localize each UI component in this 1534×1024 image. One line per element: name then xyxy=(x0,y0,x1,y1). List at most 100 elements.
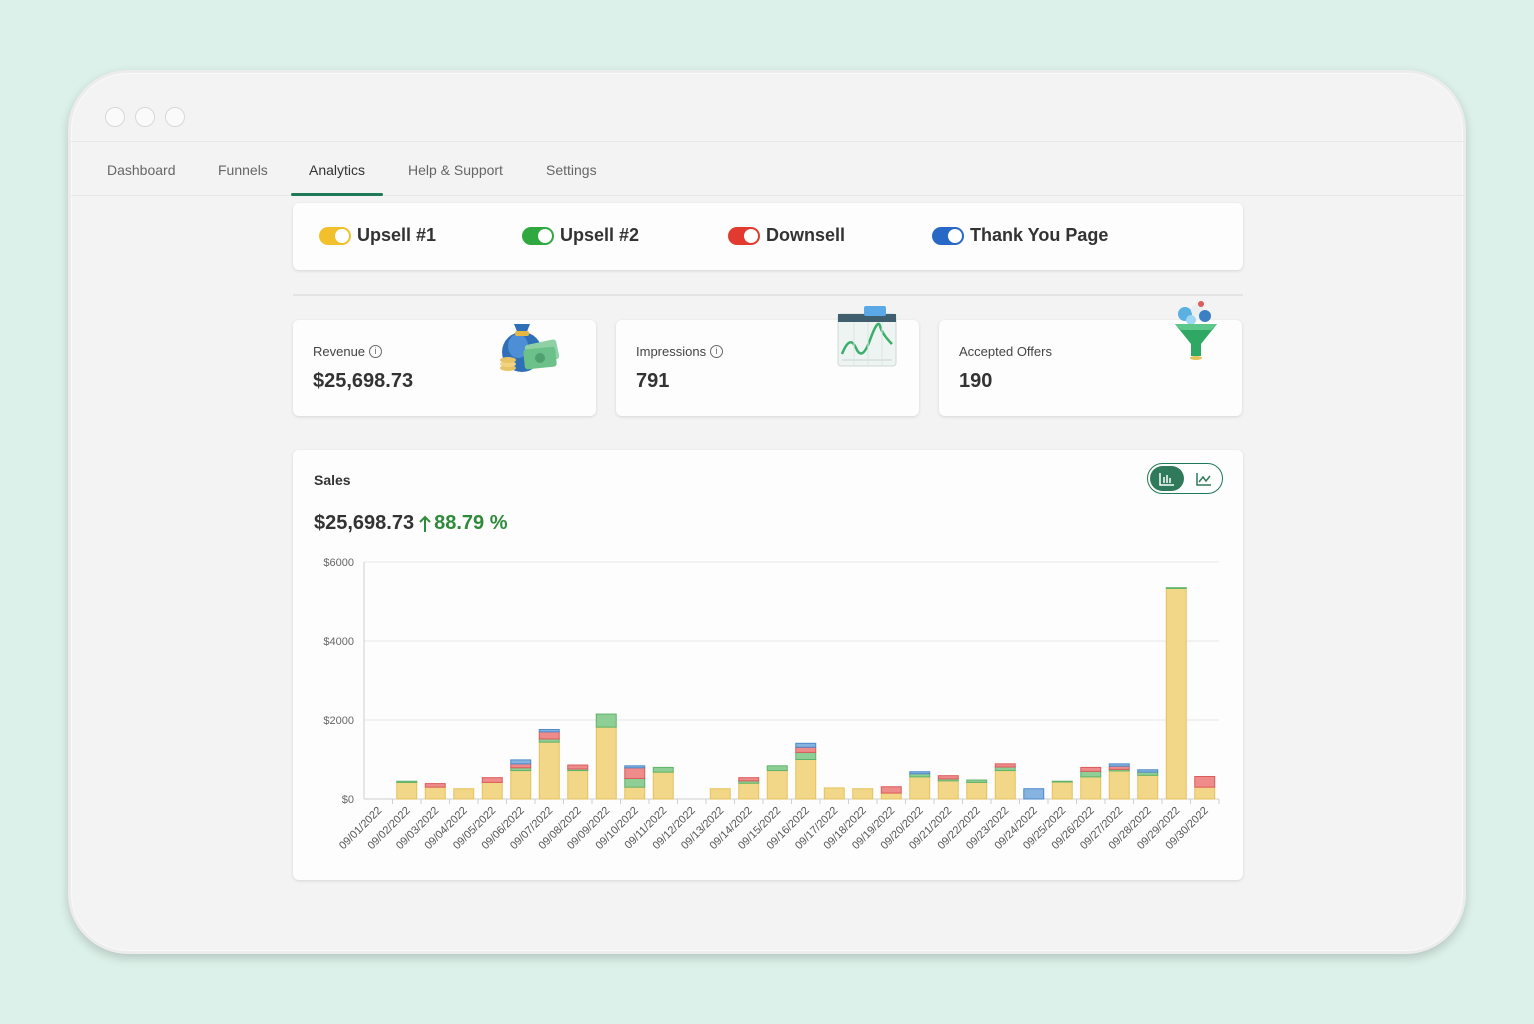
sales-bar-chart: $0$2000$4000$600009/01/202209/02/202209/… xyxy=(323,557,1220,852)
bar-segment[interactable] xyxy=(1165,587,1187,589)
bar-segment[interactable] xyxy=(1194,775,1216,788)
bar-segment[interactable] xyxy=(510,770,532,800)
tab-dashboard[interactable]: Dashboard xyxy=(107,162,176,178)
window-controls xyxy=(105,107,185,127)
bar-segment[interactable] xyxy=(624,786,646,800)
y-tick-label: $0 xyxy=(342,794,354,806)
bar-segment[interactable] xyxy=(709,788,731,800)
section-divider xyxy=(293,294,1243,296)
bar-segment[interactable] xyxy=(795,751,817,761)
sales-card: Sales $25,698.73 88.79 % xyxy=(293,450,1243,880)
bar-segment[interactable] xyxy=(1108,770,1130,800)
toggle-upsell-1[interactable]: Upsell #1 xyxy=(319,225,436,246)
bar-segment[interactable] xyxy=(652,766,674,773)
money-bag-icon xyxy=(500,324,560,372)
bar-segment[interactable] xyxy=(823,787,845,800)
bar-segment[interactable] xyxy=(994,766,1016,772)
bar-segment[interactable] xyxy=(880,792,902,800)
toggle-downsell[interactable]: Downsell xyxy=(728,225,845,246)
toggle-switch-icon[interactable] xyxy=(728,226,760,245)
bar-segment[interactable] xyxy=(624,765,646,769)
bar-segment[interactable] xyxy=(795,742,817,748)
active-tab-indicator xyxy=(291,193,383,196)
bar-segment[interactable] xyxy=(538,741,560,800)
bar-segment[interactable] xyxy=(424,786,446,800)
bar-segment[interactable] xyxy=(966,781,988,800)
tab-analytics[interactable]: Analytics xyxy=(309,162,366,178)
bar-segment[interactable] xyxy=(738,782,760,800)
bar-segment[interactable] xyxy=(994,763,1016,768)
bar-segment[interactable] xyxy=(424,783,446,788)
bar-segment[interactable] xyxy=(1080,770,1102,778)
bar-segment[interactable] xyxy=(510,759,532,765)
bar-segment[interactable] xyxy=(538,731,560,740)
bar-segment[interactable] xyxy=(481,777,503,783)
bar-segment[interactable] xyxy=(595,713,617,728)
bar-segment[interactable] xyxy=(1023,788,1045,800)
toggle-switch-icon[interactable] xyxy=(319,226,351,245)
toggle-switch-icon[interactable] xyxy=(932,226,964,245)
revenue-value: $25,698.73 xyxy=(313,370,414,392)
bar-segment[interactable] xyxy=(880,786,902,794)
bar-chart-icon xyxy=(1159,472,1174,486)
line-chart-board-icon xyxy=(837,306,897,367)
bar-segment[interactable] xyxy=(1080,766,1102,772)
bar-segment[interactable] xyxy=(1108,763,1130,767)
bar-segment[interactable] xyxy=(567,770,589,800)
bar-segment[interactable] xyxy=(453,788,475,800)
bar-segment[interactable] xyxy=(937,780,959,800)
toggle-upsell-2[interactable]: Upsell #2 xyxy=(522,225,639,246)
info-icon[interactable]: i xyxy=(369,345,383,358)
bar-segment[interactable] xyxy=(937,775,959,780)
bar-segment[interactable] xyxy=(1137,774,1159,800)
bar-segment[interactable] xyxy=(481,781,503,800)
bar-segment[interactable] xyxy=(396,781,418,800)
tab-funnels[interactable]: Funnels xyxy=(218,162,268,178)
bar-segment[interactable] xyxy=(966,779,988,783)
bar-segment[interactable] xyxy=(510,763,532,769)
y-tick-label: $2000 xyxy=(323,715,354,727)
top-nav: Dashboard Funnels Analytics Help & Suppo… xyxy=(71,141,1463,196)
tab-help-support[interactable]: Help & Support xyxy=(408,162,503,178)
bar-segment[interactable] xyxy=(738,777,760,782)
line-chart-icon xyxy=(1196,472,1211,486)
bar-segment[interactable] xyxy=(795,746,817,753)
info-icon[interactable]: i xyxy=(710,345,724,358)
funnel-icon xyxy=(1175,301,1217,360)
bar-segment[interactable] xyxy=(1165,587,1187,800)
revenue-card: Revenue i $25,698.73 xyxy=(293,320,596,416)
bar-segment[interactable] xyxy=(538,728,560,733)
revenue-label: Revenue xyxy=(313,344,366,359)
window-close-button[interactable] xyxy=(105,107,125,127)
window-zoom-button[interactable] xyxy=(165,107,185,127)
bar-segment[interactable] xyxy=(909,776,931,800)
bar-segment[interactable] xyxy=(624,767,646,779)
bar-segment[interactable] xyxy=(994,770,1016,800)
line-chart-view-button[interactable] xyxy=(1188,466,1220,491)
chart-view-toggle[interactable] xyxy=(1147,463,1223,494)
accepted-offers-value: 190 xyxy=(959,370,993,392)
bar-segment[interactable] xyxy=(567,764,589,770)
tab-settings[interactable]: Settings xyxy=(546,162,597,178)
app-window: Dashboard Funnels Analytics Help & Suppo… xyxy=(68,70,1466,954)
bar-segment[interactable] xyxy=(1137,769,1159,773)
toggle-thank-you-page[interactable]: Thank You Page xyxy=(932,225,1108,246)
bar-segment[interactable] xyxy=(909,771,931,775)
bar-segment[interactable] xyxy=(766,770,788,800)
bar-chart-view-button[interactable] xyxy=(1150,466,1184,491)
bar-segment[interactable] xyxy=(1051,781,1073,800)
bar-segment[interactable] xyxy=(396,780,418,783)
window-minimize-button[interactable] xyxy=(135,107,155,127)
bar-segment[interactable] xyxy=(1080,776,1102,800)
bar-segment[interactable] xyxy=(595,726,617,800)
toggle-switch-icon[interactable] xyxy=(522,226,554,245)
accepted-offers-card: Accepted Offers 190 xyxy=(939,301,1242,416)
bar-segment[interactable] xyxy=(1194,786,1216,800)
bar-segment[interactable] xyxy=(624,777,646,788)
bar-segment[interactable] xyxy=(652,771,674,800)
bar-segment[interactable] xyxy=(1051,780,1073,783)
y-tick-label: $4000 xyxy=(323,636,354,648)
bar-segment[interactable] xyxy=(852,788,874,800)
bar-segment[interactable] xyxy=(766,765,788,772)
bar-segment[interactable] xyxy=(795,759,817,800)
